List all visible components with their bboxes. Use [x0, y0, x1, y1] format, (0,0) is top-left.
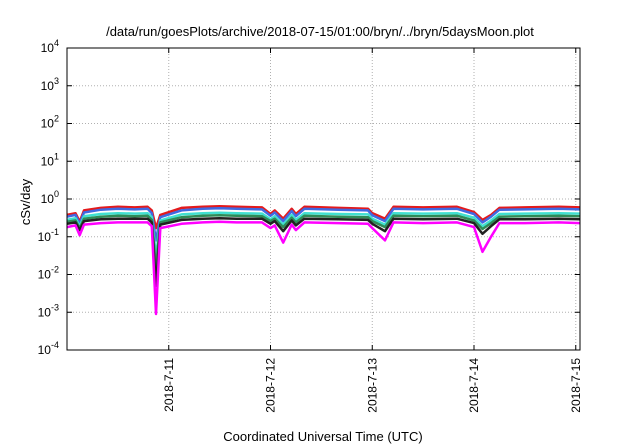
- series-line: [66, 206, 581, 242]
- series-line: [66, 220, 581, 316]
- y-tick-label: 104: [41, 38, 59, 55]
- y-tick-label: 10-4: [38, 340, 59, 357]
- y-tick-label: 102: [41, 114, 59, 131]
- x-axis-label: Coordinated Universal Time (UTC): [223, 429, 422, 444]
- series-line: [66, 216, 581, 288]
- grid: [67, 48, 580, 350]
- y-tick-label: 10-1: [38, 227, 59, 244]
- y-axis-label: cSv/day: [18, 178, 33, 225]
- series-line: [66, 205, 581, 230]
- x-ticks: 2018-7-11 2018-7-12 2018-7-13 2018-7-14 2018…: [162, 48, 583, 413]
- y-tick-label: 100: [41, 189, 59, 206]
- y-tick-label: 103: [41, 76, 59, 93]
- x-tick-label: 2018-7-15: [569, 358, 583, 413]
- series-group: [66, 205, 581, 316]
- y-ticks: 10-4 10-3 10-2 10-1 100 101 102 103 104: [38, 38, 580, 357]
- series-line: [66, 211, 581, 258]
- y-tick-label: 10-2: [38, 265, 59, 282]
- series-line: [66, 214, 581, 270]
- y-tick-label: 10-3: [38, 302, 59, 319]
- y-tick-label: 101: [41, 151, 59, 168]
- x-tick-label: 2018-7-14: [467, 358, 481, 413]
- x-tick-label: 2018-7-11: [162, 358, 176, 412]
- chart-title: /data/run/goesPlots/archive/2018-07-15/0…: [106, 24, 534, 39]
- x-tick-label: 2018-7-13: [365, 358, 379, 413]
- x-tick-label: 2018-7-12: [264, 358, 278, 413]
- plot-frame: [66, 47, 581, 351]
